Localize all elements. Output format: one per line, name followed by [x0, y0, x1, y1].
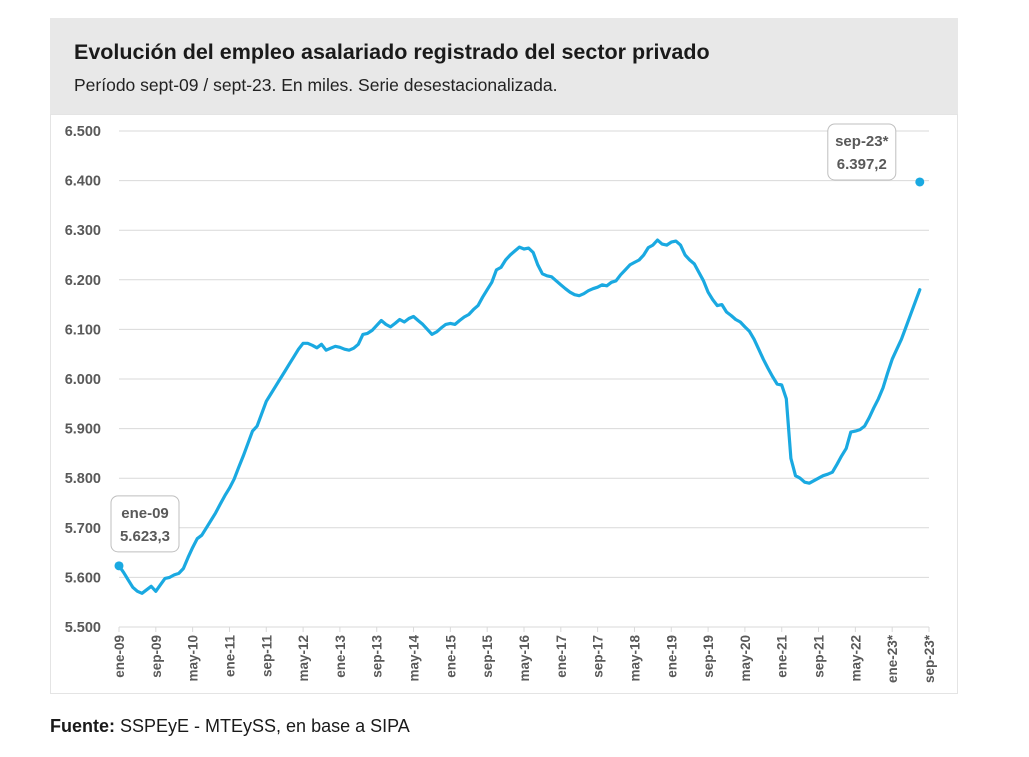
y-tick-label: 6.500	[65, 124, 101, 140]
annotation-value: 5.623,3	[120, 528, 170, 545]
data-point-marker	[114, 561, 124, 571]
annotation-date: sep-23*	[835, 133, 889, 150]
x-tick-label: sep-19	[701, 635, 716, 678]
chart-area: 5.500 5.600 5.700 5.800 5.900 6.000 6.100 6.200…	[50, 114, 958, 694]
annotation-box	[827, 123, 897, 181]
x-tick-label: may-22	[848, 635, 863, 682]
y-tick-label: 5.600	[65, 570, 101, 586]
x-tick-label: sep-21	[812, 635, 827, 678]
y-tick-label: 6.000	[65, 372, 101, 388]
x-tick-label: ene-19	[664, 635, 679, 678]
source-text: SSPEyE - MTEySS, en base a SIPA	[120, 716, 410, 736]
series-line	[117, 238, 922, 595]
x-tick-label: ene-11	[222, 635, 237, 678]
x-tick-label: may-16	[517, 635, 532, 682]
source-note: Fuente: SSPEyE - MTEySS, en base a SIPA	[50, 716, 410, 737]
y-tick-label: 5.700	[65, 521, 101, 537]
source-label: Fuente:	[50, 716, 115, 736]
x-tick-label: ene-23*	[885, 634, 900, 683]
annotation-value: 6.397,2	[837, 156, 887, 173]
x-tick-label: may-20	[738, 635, 753, 682]
x-tick-label: ene-09	[112, 635, 127, 678]
x-tick-label: may-12	[296, 635, 311, 682]
y-tick-label: 6.400	[65, 174, 101, 190]
annotation-box	[110, 495, 180, 553]
x-tick-label: ene-21	[775, 635, 790, 678]
y-tick-label: 5.900	[65, 422, 101, 438]
x-tick-label: may-14	[407, 635, 422, 682]
y-tick-label: 5.800	[65, 471, 101, 487]
y-tick-label: 6.300	[65, 223, 101, 239]
x-tick-label: ene-17	[554, 635, 569, 678]
x-tick-label: sep-15	[480, 635, 495, 678]
x-tick-label: sep-17	[591, 635, 606, 678]
data-point-marker	[915, 177, 925, 187]
chart-title: Evolución del empleo asalariado registra…	[74, 40, 710, 64]
annotation-date: ene-09	[121, 505, 169, 522]
chart-subtitle: Período sept-09 / sept-23. En miles. Ser…	[74, 75, 558, 95]
x-tick-label: sep-09	[149, 635, 164, 678]
x-tick-label: sep-23*	[922, 634, 937, 683]
x-tick-label: may-18	[627, 635, 642, 682]
x-tick-label: may-10	[186, 635, 201, 682]
y-tick-label: 6.200	[65, 273, 101, 289]
line-chart: 5.500 5.600 5.700 5.800 5.900 6.000 6.100 6.200…	[65, 123, 937, 683]
x-tick-label: sep-11	[259, 635, 274, 678]
y-tick-label: 5.500	[65, 620, 101, 636]
x-tick-label: ene-13	[333, 635, 348, 678]
x-tick-label: sep-13	[370, 635, 385, 678]
x-tick-label: ene-15	[443, 635, 458, 678]
y-tick-label: 6.100	[65, 322, 101, 338]
chart-header: Evolución del empleo asalariado registra…	[50, 18, 958, 114]
